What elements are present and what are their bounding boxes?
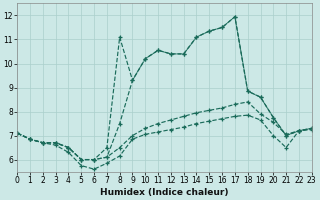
X-axis label: Humidex (Indice chaleur): Humidex (Indice chaleur) <box>100 188 229 197</box>
